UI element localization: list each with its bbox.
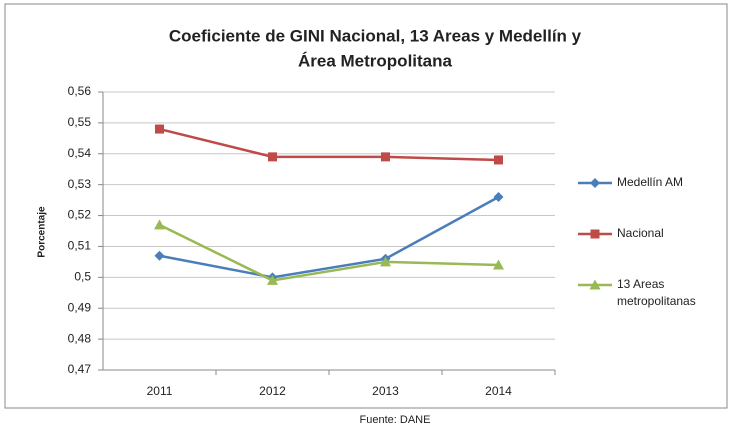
- x-tick-label: 2012: [259, 384, 286, 398]
- marker: [154, 250, 165, 261]
- y-tick-label: 0,53: [68, 177, 92, 191]
- y-tick-label: 0,5: [74, 270, 91, 284]
- marker: [590, 229, 600, 239]
- legend-label: 13 Areas metropolitanas: [617, 277, 696, 308]
- chart-border: [4, 3, 728, 409]
- y-tick-label: 0,55: [68, 115, 92, 129]
- legend-label: Nacional: [617, 226, 664, 240]
- y-tick-label: 0,49: [68, 300, 92, 314]
- marker: [380, 256, 391, 267]
- marker: [381, 152, 390, 162]
- marker: [590, 178, 600, 188]
- y-tick-label: 0,51: [68, 239, 92, 253]
- y-tick-label: 0,47: [68, 362, 92, 376]
- legend-entry: Medellín AM: [617, 175, 684, 189]
- series-line: [159, 127, 499, 162]
- marker: [267, 274, 278, 285]
- marker: [154, 219, 165, 230]
- y-tick-label: 0,48: [68, 331, 92, 345]
- series-line: [158, 223, 499, 282]
- marker: [268, 152, 277, 162]
- y-tick-label: 0,56: [68, 84, 92, 98]
- marker: [589, 279, 601, 290]
- marker: [155, 124, 164, 134]
- y-tick-label: 0,54: [68, 146, 92, 160]
- x-tick-label: 2011: [147, 384, 173, 398]
- chart-title: Coeficiente de GINI Nacional, 13 Areas y…: [169, 26, 582, 45]
- legend-entry: Nacional: [617, 226, 664, 240]
- legend-entry: 13 Areas metropolitanas: [617, 277, 696, 308]
- y-tick-label: 0,52: [68, 208, 92, 222]
- x-tick-label: 2013: [372, 384, 399, 398]
- y-axis-label: Porcentaje: [37, 206, 48, 258]
- x-tick-label: 2014: [485, 384, 512, 398]
- marker: [494, 155, 503, 165]
- legend-label: Medellín AM: [617, 175, 684, 189]
- marker: [493, 259, 504, 270]
- marker: [493, 192, 504, 203]
- chart-title: Área Metropolitana: [298, 51, 453, 70]
- source: Fuente: DANE: [360, 414, 431, 426]
- series-line: [159, 195, 500, 279]
